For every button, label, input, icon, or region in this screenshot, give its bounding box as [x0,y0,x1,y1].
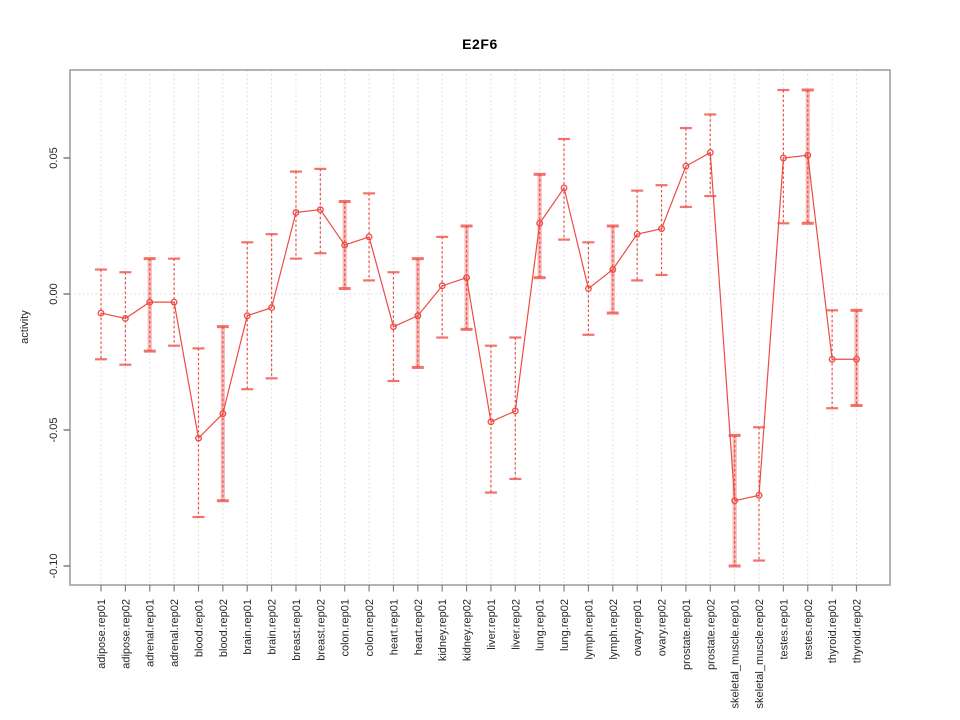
y-tick-label: 0.00 [48,283,60,304]
data-point [633,230,641,238]
x-tick-label: liver.rep01 [486,599,498,650]
x-tick-label: prostate.rep02 [705,599,717,670]
data-point [195,434,202,442]
x-tick-label: thyroid.rep01 [827,599,839,663]
x-axis-tick-labels: adipose.rep01 adipose.rep02 adrenal.rep01 a… [96,599,864,708]
plot-border [69,69,891,586]
grid-vertical-lines [100,70,857,585]
x-tick-label: colon.rep01 [340,599,352,657]
data-point [97,309,105,317]
data-point [584,285,592,293]
data-point [804,151,812,159]
data-point [146,298,154,306]
data-point [658,225,665,233]
x-tick-label: ovary.rep01 [632,599,644,656]
x-tick-label: lymph.rep01 [583,599,595,660]
x-tick-label: colon.rep02 [364,599,376,657]
x-tick-label: kidney.rep01 [437,599,449,661]
x-tick-label: adrenal.rep02 [169,599,181,667]
x-tick-label: brain.rep01 [242,599,254,655]
x-tick-label: ovary.rep02 [657,599,669,656]
data-point [219,410,227,418]
x-tick-label: skeletal_muscle.rep01 [730,599,742,708]
data-point [731,497,739,505]
data-point [828,355,836,363]
y-axis-ticks [63,157,70,567]
x-tick-label: kidney.rep02 [462,599,474,661]
x-tick-label: testes.rep02 [803,599,815,660]
y-tick-label: -0.10 [48,553,60,578]
x-tick-label: adrenal.rep01 [145,599,157,667]
y-tick-label: 0.05 [48,147,60,168]
x-tick-label: lung.rep02 [559,599,571,651]
y-tick-label: -0.05 [48,417,60,442]
x-tick-label: prostate.rep01 [681,599,693,670]
x-tick-label: liver.rep02 [510,599,522,650]
x-tick-label: blood.rep01 [193,599,205,657]
data-point [170,298,178,306]
data-point [609,266,617,273]
data-point [511,407,519,415]
x-tick-label: thyroid.rep02 [852,599,864,663]
data-point [463,274,471,282]
data-point [755,491,763,499]
x-tick-label: blood.rep02 [218,599,230,657]
data-point [390,323,397,331]
data-point [292,208,300,216]
error-bars [95,88,863,568]
data-point [365,233,373,241]
data-point [316,206,324,214]
x-tick-label: lung.rep01 [535,599,547,651]
x-tick-label: testes.rep01 [778,599,790,660]
data-point [243,312,251,320]
data-point [560,184,568,192]
y-axis-tick-labels: 0.05 0.00 -0.05 -0.10 [48,147,60,578]
data-point [438,282,446,290]
data-point [536,219,544,227]
data-points [97,149,860,505]
chart-title: E2F6 [462,36,498,52]
x-tick-label: brain.rep02 [267,599,279,655]
data-point [779,154,787,162]
data-point [268,304,276,312]
data-point [341,241,349,249]
x-tick-label: lymph.rep02 [608,599,620,660]
data-point [853,355,860,363]
x-tick-label: skeletal_muscle.rep02 [754,599,766,708]
x-tick-label: adipose.rep01 [96,599,108,669]
data-point [682,162,690,170]
x-tick-label: breast.rep01 [291,599,303,661]
data-point [487,418,495,426]
x-tick-label: heart.rep01 [388,599,400,655]
data-point [706,149,714,157]
x-tick-label: heart.rep02 [413,599,425,655]
data-point [414,312,422,320]
x-axis-ticks [100,585,858,592]
x-tick-label: adipose.rep02 [120,599,132,669]
x-tick-label: breast.rep02 [315,599,327,661]
data-point [121,315,129,322]
series-line [100,151,857,502]
